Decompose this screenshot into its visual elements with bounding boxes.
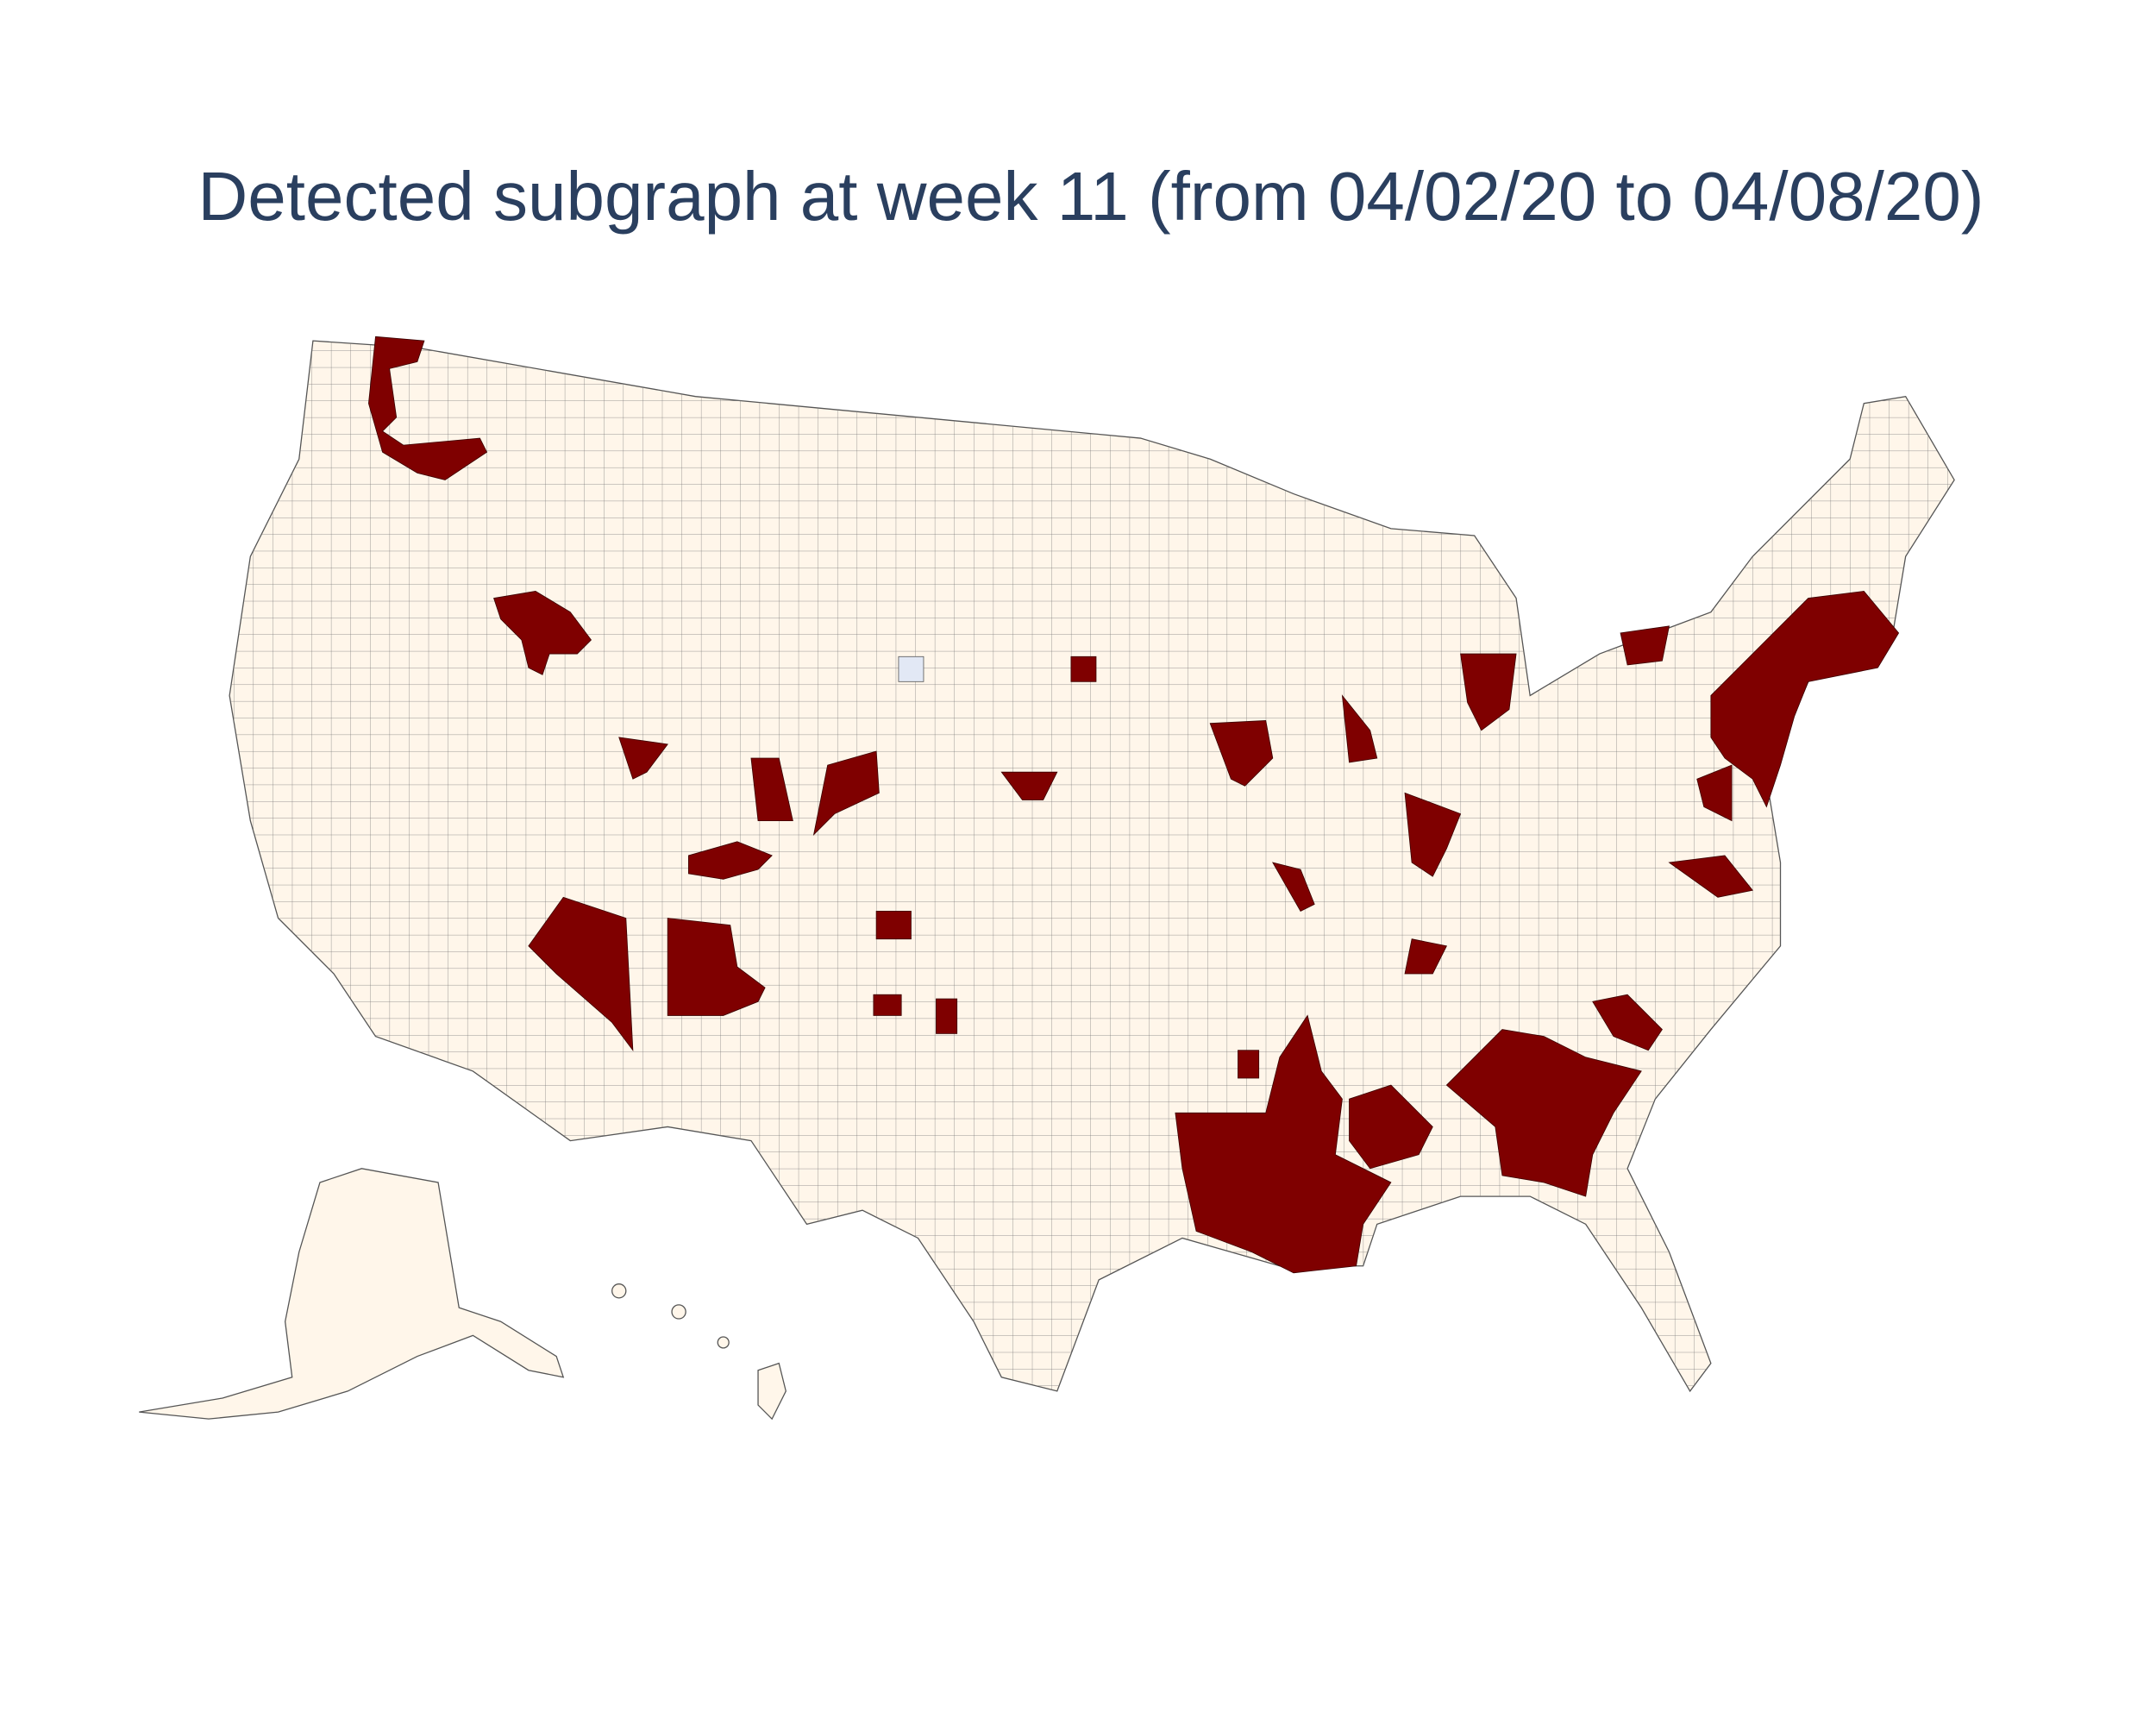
region bbox=[1175, 1014, 1392, 1274]
map-title: Detected subgraph at week 11 (from 04/02… bbox=[198, 158, 1984, 235]
region bbox=[1460, 653, 1517, 731]
county-borders bbox=[229, 341, 1955, 1391]
hawaii bbox=[757, 1362, 787, 1421]
region bbox=[1710, 591, 1900, 808]
region bbox=[1070, 656, 1097, 682]
alaska bbox=[139, 1168, 565, 1420]
region bbox=[875, 911, 912, 940]
region bbox=[1209, 720, 1274, 787]
region bbox=[812, 750, 880, 836]
region bbox=[1696, 764, 1733, 822]
hawaii-island bbox=[671, 1304, 686, 1320]
region bbox=[1341, 694, 1378, 763]
region bbox=[687, 841, 773, 880]
region bbox=[1592, 994, 1663, 1051]
region bbox=[1238, 1050, 1260, 1079]
region bbox=[368, 336, 488, 480]
region bbox=[1404, 792, 1462, 877]
hawaii-island bbox=[717, 1336, 730, 1349]
region bbox=[618, 737, 668, 780]
region bbox=[493, 591, 592, 675]
no-data-county bbox=[898, 656, 924, 682]
region bbox=[873, 994, 902, 1016]
region bbox=[1445, 1029, 1642, 1197]
region bbox=[936, 998, 958, 1034]
region bbox=[667, 918, 766, 1016]
detected-counties bbox=[368, 336, 1900, 1274]
region bbox=[1349, 1084, 1433, 1170]
region bbox=[1000, 771, 1058, 800]
region bbox=[528, 896, 634, 1052]
region bbox=[1271, 862, 1315, 912]
region bbox=[750, 757, 793, 822]
region bbox=[1620, 625, 1670, 666]
region bbox=[1668, 855, 1753, 898]
us-map bbox=[139, 336, 1955, 1421]
hawaii-island bbox=[611, 1283, 627, 1299]
region bbox=[1404, 938, 1448, 975]
